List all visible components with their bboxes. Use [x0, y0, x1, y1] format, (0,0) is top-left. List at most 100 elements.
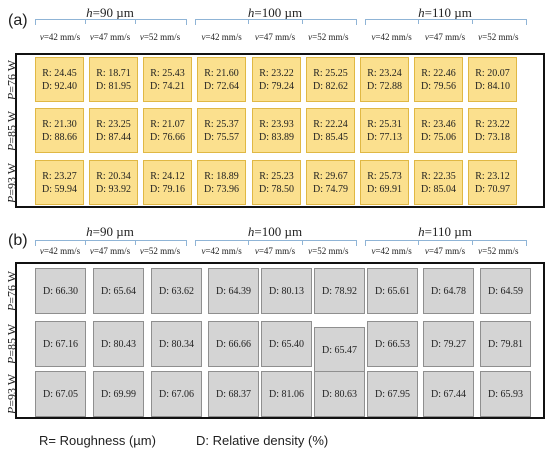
result-cell: R: 21.07 D: 76.66 — [143, 108, 192, 153]
density-value: D: 92.40 — [42, 80, 77, 93]
result-cell: D: 67.05 — [35, 371, 86, 417]
density-value: D: 75.06 — [421, 131, 456, 144]
result-cell: D: 65.40 — [261, 321, 312, 367]
laser-power-label: P=85 W — [5, 110, 20, 150]
result-cell: D: 80.43 — [93, 321, 144, 367]
scan-speed-label-value: =42 mm/s — [44, 246, 80, 256]
result-cell: D: 80.34 — [151, 321, 202, 367]
result-cell: R: 25.73 D: 69.91 — [360, 160, 409, 205]
hatch-spacing-label: h=90 µm — [86, 224, 134, 240]
laser-power-label-value: =76 W — [5, 59, 19, 92]
scan-speed-label-value: =42 mm/s — [375, 32, 411, 42]
density-value: D: 78.50 — [259, 183, 294, 196]
scan-speed-label-value: =47 mm/s — [429, 32, 465, 42]
bracket-tick — [418, 240, 419, 245]
result-cell: R: 25.23 D: 78.50 — [252, 160, 301, 205]
scan-speed-label: v=42 mm/s — [40, 32, 80, 42]
density-value: D: 82.62 — [313, 80, 348, 93]
density-value: D: 65.47 — [322, 345, 357, 356]
density-value: D: 83.89 — [259, 131, 294, 144]
result-cell: R: 25.25 D: 82.62 — [306, 57, 355, 102]
result-cell: R: 21.30 D: 88.66 — [35, 108, 84, 153]
roughness-value: R: 21.60 — [204, 67, 238, 80]
result-cell: D: 65.93 — [480, 371, 531, 417]
roughness-value: R: 24.12 — [150, 170, 184, 183]
density-value: D: 85.04 — [421, 183, 456, 196]
laser-power-label-symbol: P — [5, 407, 19, 414]
result-cell: D: 80.63 — [314, 371, 365, 417]
density-value: D: 64.78 — [431, 286, 466, 297]
density-value: D: 79.56 — [421, 80, 456, 93]
density-value: D: 69.91 — [367, 183, 402, 196]
scan-speed-label: v=52 mm/s — [308, 246, 348, 256]
roughness-value: R: 25.23 — [259, 170, 293, 183]
scan-speed-label-value: =42 mm/s — [205, 246, 241, 256]
result-cell: R: 25.31 D: 77.13 — [360, 108, 409, 153]
density-value: D: 68.37 — [216, 389, 251, 400]
result-cell: D: 64.59 — [480, 268, 531, 314]
scan-speed-label-value: =52 mm/s — [312, 32, 348, 42]
result-cell: R: 22.35 D: 85.04 — [414, 160, 463, 205]
result-cell: R: 25.43 D: 74.21 — [143, 57, 192, 102]
density-value: D: 78.92 — [322, 286, 357, 297]
result-cell: D: 69.99 — [93, 371, 144, 417]
result-cell: R: 23.93 D: 83.89 — [252, 108, 301, 153]
hatch-spacing-label: h=110 µm — [418, 224, 472, 240]
result-cell: D: 80.13 — [261, 268, 312, 314]
laser-power-label-symbol: P — [5, 304, 19, 311]
bracket-tick — [248, 19, 249, 24]
result-cell: R: 18.89 D: 73.96 — [197, 160, 246, 205]
result-cell: R: 21.60 D: 72.64 — [197, 57, 246, 102]
density-value: D: 63.62 — [159, 286, 194, 297]
result-cell: R: 23.46 D: 75.06 — [414, 108, 463, 153]
result-cell: D: 63.62 — [151, 268, 202, 314]
result-cell: D: 65.61 — [367, 268, 418, 314]
density-value: D: 64.39 — [216, 286, 251, 297]
result-cell: R: 23.22 D: 79.24 — [252, 57, 301, 102]
bracket-tick — [135, 19, 136, 24]
result-cell: D: 66.66 — [208, 321, 259, 367]
laser-power-label: P=85 W — [5, 324, 20, 364]
density-value: D: 67.06 — [159, 389, 194, 400]
laser-power-label-value: =85 W — [5, 110, 19, 143]
density-value: D: 79.16 — [150, 183, 185, 196]
density-value: D: 79.24 — [259, 80, 294, 93]
density-value: D: 74.79 — [313, 183, 348, 196]
scan-speed-label: v=52 mm/s — [140, 246, 180, 256]
hatch-spacing-label-value: =90 µm — [93, 5, 134, 20]
density-value: D: 66.30 — [43, 286, 78, 297]
density-value: D: 79.81 — [488, 339, 523, 350]
roughness-value: R: 23.46 — [421, 118, 455, 131]
scan-speed-label-value: =47 mm/s — [94, 246, 130, 256]
density-value: D: 65.93 — [488, 389, 523, 400]
density-value: D: 69.99 — [101, 389, 136, 400]
hatch-spacing-label-value: =90 µm — [93, 224, 134, 239]
roughness-value: R: 22.35 — [421, 170, 455, 183]
density-value: D: 77.13 — [367, 131, 402, 144]
density-value: D: 73.18 — [475, 131, 510, 144]
roughness-value: R: 23.25 — [96, 118, 130, 131]
scan-speed-label-value: =52 mm/s — [482, 32, 518, 42]
hatch-spacing-label: h=100 µm — [248, 224, 302, 240]
bracket-tick — [418, 19, 419, 24]
bracket-tick — [302, 240, 303, 245]
laser-power-label-symbol: P — [5, 195, 19, 202]
roughness-value: R: 21.07 — [150, 118, 184, 131]
scan-speed-label-value: =52 mm/s — [312, 246, 348, 256]
roughness-value: R: 18.71 — [96, 67, 130, 80]
scan-speed-label-value: =47 mm/s — [429, 246, 465, 256]
result-cell: D: 65.47 — [314, 327, 365, 373]
panel-label-b: (b) — [8, 232, 28, 250]
hatch-spacing-label-value: =100 µm — [254, 224, 302, 239]
density-value: D: 75.57 — [204, 131, 239, 144]
scan-speed-label: v=42 mm/s — [371, 246, 411, 256]
laser-power-label-value: =93 W — [5, 374, 19, 407]
legend-density: D: Relative density (%) — [196, 433, 328, 448]
roughness-value: R: 22.46 — [421, 67, 455, 80]
hatch-bracket — [35, 19, 187, 25]
laser-power-label-value: =76 W — [5, 271, 19, 304]
result-cell: R: 20.07 D: 84.10 — [468, 57, 517, 102]
laser-power-label: P=93 W — [5, 374, 20, 414]
density-value: D: 85.45 — [313, 131, 348, 144]
laser-power-label-symbol: P — [5, 92, 19, 99]
